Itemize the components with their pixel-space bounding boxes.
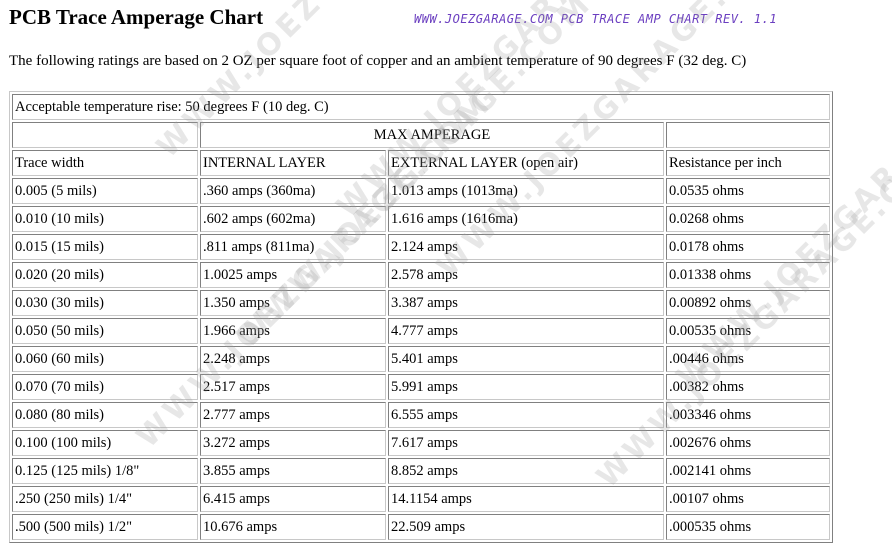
internal-layer-cell: 2.777 amps [200,402,386,428]
trace-width-cell: 0.100 (100 mils) [12,430,198,456]
resistance-cell: .00446 ohms [666,346,831,372]
table-row: 0.015 (15 mils) .811 amps (811ma) 2.124 am… [12,234,831,260]
internal-layer-cell: 2.248 amps [200,346,386,372]
external-layer-cell: 1.616 amps (1616ma) [388,206,664,232]
internal-layer-cell: 1.350 amps [200,290,386,316]
trace-width-cell: 0.030 (30 mils) [12,290,198,316]
table-row: 0.030 (30 mils) 1.350 amps 3.387 amps 0.008… [12,290,831,316]
internal-layer-cell: 6.415 amps [200,486,386,512]
internal-layer-cell: .811 amps (811ma) [200,234,386,260]
resistance-cell: 0.00535 ohms [666,318,831,344]
trace-width-cell: 0.125 (125 mils) 1/8" [12,458,198,484]
resistance-cell: .00382 ohms [666,374,831,400]
trace-width-cell: 0.050 (50 mils) [12,318,198,344]
resistance-cell: .000535 ohms [666,514,831,540]
external-layer-cell: 5.401 amps [388,346,664,372]
resistance-cell: 0.01338 ohms [666,262,831,288]
temp-rise-cell: Acceptable temperature rise: 50 degrees … [12,94,831,120]
resistance-cell: 0.0268 ohms [666,206,831,232]
table-row: 0.050 (50 mils) 1.966 amps 4.777 amps 0.005… [12,318,831,344]
column-header: EXTERNAL LAYER (open air) [388,150,664,176]
empty-cell [12,122,198,148]
resistance-cell: 0.00892 ohms [666,290,831,316]
page-title: PCB Trace Amperage Chart [9,5,264,29]
internal-layer-cell: 1.966 amps [200,318,386,344]
resistance-cell: .003346 ohms [666,402,831,428]
table-row: 0.020 (20 mils) 1.0025 amps 2.578 amps 0.01… [12,262,831,288]
internal-layer-cell: 3.855 amps [200,458,386,484]
intro-text: The following ratings are based on 2 OZ … [9,53,747,69]
column-header-row: Trace width INTERNAL LAYER EXTERNAL LAYE… [12,150,831,176]
table-row: 0.080 (80 mils) 2.777 amps 6.555 amps .0033… [12,402,831,428]
internal-layer-cell: 10.676 amps [200,514,386,540]
resistance-cell: 0.0535 ohms [666,178,831,204]
resistance-cell: 0.0178 ohms [666,234,831,260]
table-row: .500 (500 mils) 1/2" 10.676 amps 22.509 am… [12,514,831,540]
amperage-table: Acceptable temperature rise: 50 degrees … [9,91,834,543]
internal-layer-cell: 1.0025 amps [200,262,386,288]
table-row: 0.060 (60 mils) 2.248 amps 5.401 amps .0044… [12,346,831,372]
table-row: 0.100 (100 mils) 3.272 amps 7.617 amps .002… [12,430,831,456]
group-header-row: MAX AMPERAGE [12,122,831,148]
external-layer-cell: 6.555 amps [388,402,664,428]
trace-width-cell: 0.060 (60 mils) [12,346,198,372]
empty-cell [666,122,831,148]
external-layer-cell: 14.1154 amps [388,486,664,512]
resistance-cell: .00107 ohms [666,486,831,512]
site-label: WWW.JOEZGARAGE.COM PCB TRACE AMP CHART R… [414,11,778,27]
trace-width-cell: 0.080 (80 mils) [12,402,198,428]
column-header: INTERNAL LAYER [200,150,386,176]
internal-layer-cell: 2.517 amps [200,374,386,400]
trace-width-cell: 0.005 (5 mils) [12,178,198,204]
external-layer-cell: 5.991 amps [388,374,664,400]
external-layer-cell: 2.124 amps [388,234,664,260]
internal-layer-cell: 3.272 amps [200,430,386,456]
table-row: 0.070 (70 mils) 2.517 amps 5.991 amps .0038… [12,374,831,400]
column-header: Resistance per inch [666,150,831,176]
trace-width-cell: .250 (250 mils) 1/4" [12,486,198,512]
trace-width-cell: 0.020 (20 mils) [12,262,198,288]
resistance-cell: .002676 ohms [666,430,831,456]
max-amperage-header: MAX AMPERAGE [200,122,664,148]
external-layer-cell: 3.387 amps [388,290,664,316]
internal-layer-cell: .360 amps (360ma) [200,178,386,204]
resistance-cell: .002141 ohms [666,458,831,484]
trace-width-cell: 0.015 (15 mils) [12,234,198,260]
table-row: 0.010 (10 mils) .602 amps (602ma) 1.616 am… [12,206,831,232]
external-layer-cell: 2.578 amps [388,262,664,288]
trace-width-cell: 0.010 (10 mils) [12,206,198,232]
external-layer-cell: 8.852 amps [388,458,664,484]
external-layer-cell: 22.509 amps [388,514,664,540]
external-layer-cell: 1.013 amps (1013ma) [388,178,664,204]
internal-layer-cell: .602 amps (602ma) [200,206,386,232]
external-layer-cell: 7.617 amps [388,430,664,456]
external-layer-cell: 4.777 amps [388,318,664,344]
table-row: 0.005 (5 mils) .360 amps (360ma) 1.013 amp… [12,178,831,204]
trace-width-cell: 0.070 (70 mils) [12,374,198,400]
table-row: .250 (250 mils) 1/4" 6.415 amps 14.1154 am… [12,486,831,512]
table-row: 0.125 (125 mils) 1/8" 3.855 amps 8.852 amp… [12,458,831,484]
trace-width-cell: .500 (500 mils) 1/2" [12,514,198,540]
column-header: Trace width [12,150,198,176]
temp-rise-row: Acceptable temperature rise: 50 degrees … [12,94,831,120]
